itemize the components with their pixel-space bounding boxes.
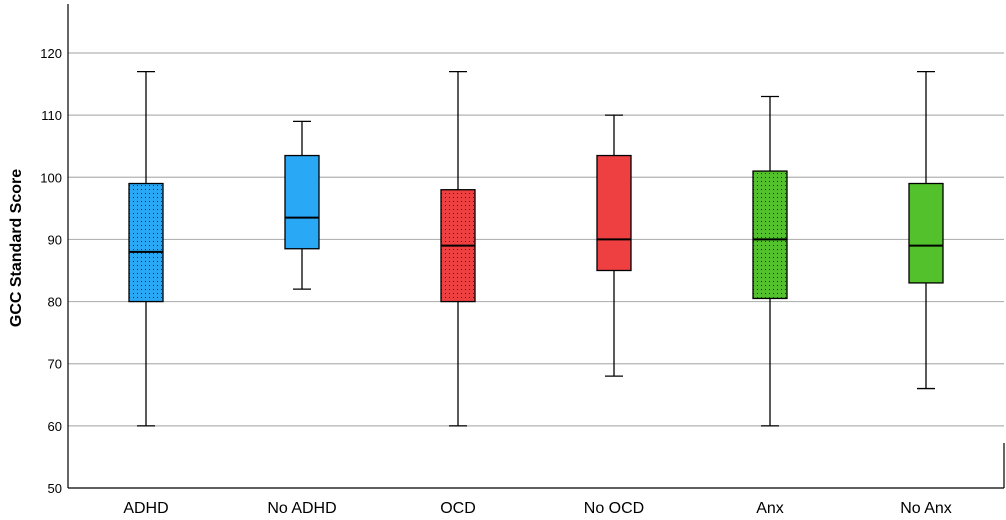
y-tick-label: 60 <box>48 419 62 434</box>
box-anx <box>752 95 788 427</box>
y-tick-label: 50 <box>48 481 62 496</box>
iqr-box <box>908 182 944 284</box>
x-tick-label: OCD <box>440 500 476 517</box>
x-tick-label: Anx <box>756 500 784 517</box>
box-no-adhd <box>284 120 320 290</box>
iqr-box <box>284 154 320 250</box>
y-tick-label: 120 <box>40 46 62 61</box>
iqr-box <box>596 154 632 272</box>
dot-pattern <box>129 183 163 302</box>
box-no-anx <box>908 70 944 390</box>
axes <box>67 4 1005 489</box>
dot-pattern <box>753 171 787 299</box>
x-tick-label: No OCD <box>584 500 644 517</box>
x-tick-label: No Anx <box>900 500 952 517</box>
gridlines <box>68 52 1004 427</box>
x-tick-label: ADHD <box>123 500 168 517</box>
y-tick-label: 80 <box>48 295 62 310</box>
x-tick-label: No ADHD <box>267 500 336 517</box>
y-tick-label: 110 <box>41 108 62 123</box>
box-adhd <box>128 70 164 427</box>
y-tick-label: 90 <box>48 232 62 247</box>
box-no-ocd <box>596 114 632 377</box>
y-tick-label: 70 <box>48 357 62 372</box>
box-ocd <box>440 70 476 427</box>
y-axis-label: GCC Standard Score <box>8 169 25 327</box>
boxes <box>128 70 944 427</box>
y-tick-label: 100 <box>40 170 62 185</box>
tick-labels: 50 60 70 80 90 100 110 120 ADHD No ADHD OCD No OCD A… <box>40 46 952 517</box>
